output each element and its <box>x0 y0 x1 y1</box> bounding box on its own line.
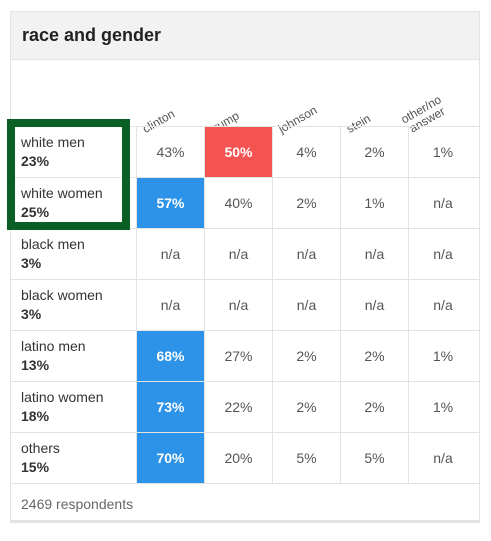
value-cell-stein: n/a <box>341 280 409 330</box>
value-cell-stein: 1% <box>341 178 409 228</box>
row-label: latino women 18% <box>11 382 137 432</box>
value-cell-johnson: n/a <box>273 280 341 330</box>
group-name: white women <box>21 185 103 201</box>
group-share: 15% <box>21 459 50 475</box>
value-cell-trump: 22% <box>205 382 273 432</box>
value-cell-johnson: 2% <box>273 178 341 228</box>
value-cell-clinton: 43% <box>137 127 205 177</box>
value-cell-clinton: 70% <box>137 433 205 483</box>
group-share: 3% <box>21 306 42 322</box>
row-label: latino men 13% <box>11 331 137 381</box>
group-share: 25% <box>21 204 50 220</box>
card-footer: 2469 respondents <box>11 483 479 523</box>
value-cell-trump: 50% <box>205 127 273 177</box>
row-label: white women 25% <box>11 178 137 228</box>
table-row: others 15% 70% 20% 5% 5% n/a <box>11 432 479 483</box>
group-name: black men <box>21 236 85 252</box>
group-name: latino men <box>21 338 86 354</box>
value-cell-trump: 27% <box>205 331 273 381</box>
value-cell-trump: 20% <box>205 433 273 483</box>
value-cell-other-no-answer: 1% <box>432 348 454 364</box>
value-cell-stein: 2% <box>341 127 409 177</box>
value-cell-clinton: n/a <box>137 280 205 330</box>
row-label: black women 3% <box>11 280 137 330</box>
value-cell-clinton: 57% <box>137 178 205 228</box>
value-cell-other-no-answer: 1% <box>432 144 454 160</box>
value-cell-johnson: 5% <box>273 433 341 483</box>
group-name: black women <box>21 287 103 303</box>
value-cell-stein: n/a <box>341 229 409 279</box>
value-cell-trump: n/a <box>205 280 273 330</box>
card-title: race and gender <box>22 25 162 45</box>
row-label: black men 3% <box>11 229 137 279</box>
table-row: latino men 13% 68% 27% 2% 2% 1% <box>11 330 479 381</box>
group-share: 3% <box>21 255 42 271</box>
table-row: white men 23% 43% 50% 4% 2% 1% <box>11 126 479 177</box>
value-cell-other-no-answer: n/a <box>433 450 453 466</box>
group-name: others <box>21 440 60 456</box>
value-cell-clinton: 73% <box>137 382 205 432</box>
value-cell-clinton: 68% <box>137 331 205 381</box>
row-label: others 15% <box>11 433 137 483</box>
table-row: black men 3% n/a n/a n/a n/a n/a <box>11 228 479 279</box>
group-share: 23% <box>21 153 50 169</box>
value-cell-trump: n/a <box>205 229 273 279</box>
value-cell-stein: 2% <box>341 331 409 381</box>
value-cell-other-no-answer: 1% <box>432 399 454 415</box>
value-cell-johnson: n/a <box>273 229 341 279</box>
group-name: white men <box>21 134 85 150</box>
value-cell-other-no-answer: n/a <box>433 195 453 211</box>
value-cell-clinton: n/a <box>137 229 205 279</box>
value-cell-johnson: 2% <box>273 382 341 432</box>
table-row: black women 3% n/a n/a n/a n/a n/a <box>11 279 479 330</box>
results-card: race and gender clinton trump johnson stein… <box>10 11 480 523</box>
value-cell-other-no-answer: n/a <box>433 246 453 262</box>
value-cell-stein: 5% <box>341 433 409 483</box>
row-label: white men 23% <box>11 127 137 177</box>
card-header: race and gender <box>11 12 479 60</box>
group-share: 13% <box>21 357 50 373</box>
table-row: latino women 18% 73% 22% 2% 2% 1% <box>11 381 479 432</box>
respondents-count: 2469 respondents <box>21 496 134 512</box>
value-cell-stein: 2% <box>341 382 409 432</box>
value-cell-johnson: 2% <box>273 331 341 381</box>
table-row: white women 25% 57% 40% 2% 1% n/a <box>11 177 479 228</box>
group-name: latino women <box>21 389 104 405</box>
value-cell-other-no-answer: n/a <box>433 297 453 313</box>
value-cell-johnson: 4% <box>273 127 341 177</box>
group-share: 18% <box>21 408 50 424</box>
value-cell-trump: 40% <box>205 178 273 228</box>
